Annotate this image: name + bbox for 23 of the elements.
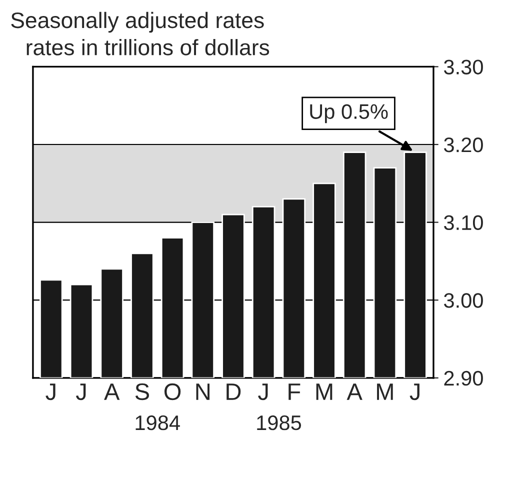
x-tick-label: N (196, 384, 210, 400)
y-tick-label: 3.30 (444, 60, 483, 74)
x-tick-label: J (76, 384, 86, 400)
annotation: Up 0.5% (310, 104, 388, 124)
chart-subtitle: rates in trillions of dollars (26, 39, 270, 56)
x-tick-label: J (46, 384, 56, 400)
x-tick-label: A (104, 384, 120, 400)
text: 1985 (257, 415, 302, 430)
x-tick-label: J (410, 384, 420, 400)
y-tick-label: 2.90 (444, 370, 483, 386)
x-tick-label: J (258, 384, 268, 400)
y-tick-label: 3.10 (444, 215, 483, 230)
x-tick-label: M (377, 384, 393, 400)
y-tick-label: 3.20 (444, 137, 483, 152)
x-tick-label: S (135, 383, 149, 400)
x-tick-label: O (164, 383, 181, 400)
x-tick-label: M (316, 384, 332, 400)
y-tick-label: 3.00 (444, 293, 483, 308)
text: 1984 (136, 415, 180, 430)
chart-title: Seasonally adjusted rates (11, 12, 264, 33)
x-tick-label: A (346, 384, 362, 400)
x-tick-label: D (226, 384, 241, 400)
x-tick-label: F (288, 384, 300, 400)
